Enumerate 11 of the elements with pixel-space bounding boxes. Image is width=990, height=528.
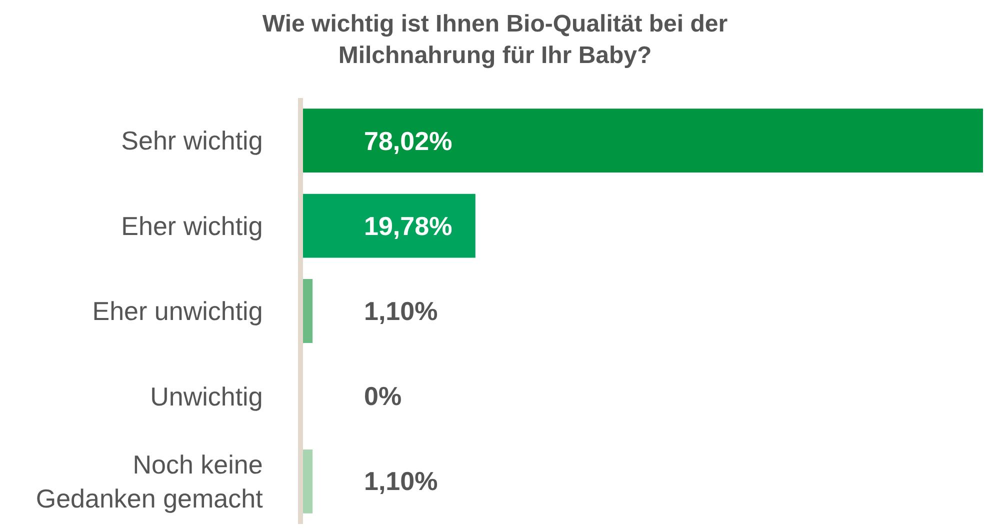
- data-label: 78,02%: [364, 126, 452, 156]
- y-tick-label: Noch keine Gedanken gemacht: [36, 450, 264, 514]
- y-tick-label: Sehr wichtig: [121, 126, 263, 156]
- data-label: 19,78%: [364, 211, 452, 241]
- y-tick-label: Eher wichtig: [121, 210, 263, 241]
- data-label: 1,10%: [364, 296, 438, 326]
- data-label: 1,10%: [364, 466, 438, 496]
- y-tick-label: Eher unwichtig: [92, 296, 263, 326]
- chart-title: Wie wichtig ist Ihnen Bio-Qualität bei der Milchnahrung für Ihr Baby?: [262, 10, 728, 69]
- y-tick-label: Unwichtig: [150, 381, 263, 412]
- data-label: 0%: [364, 381, 402, 411]
